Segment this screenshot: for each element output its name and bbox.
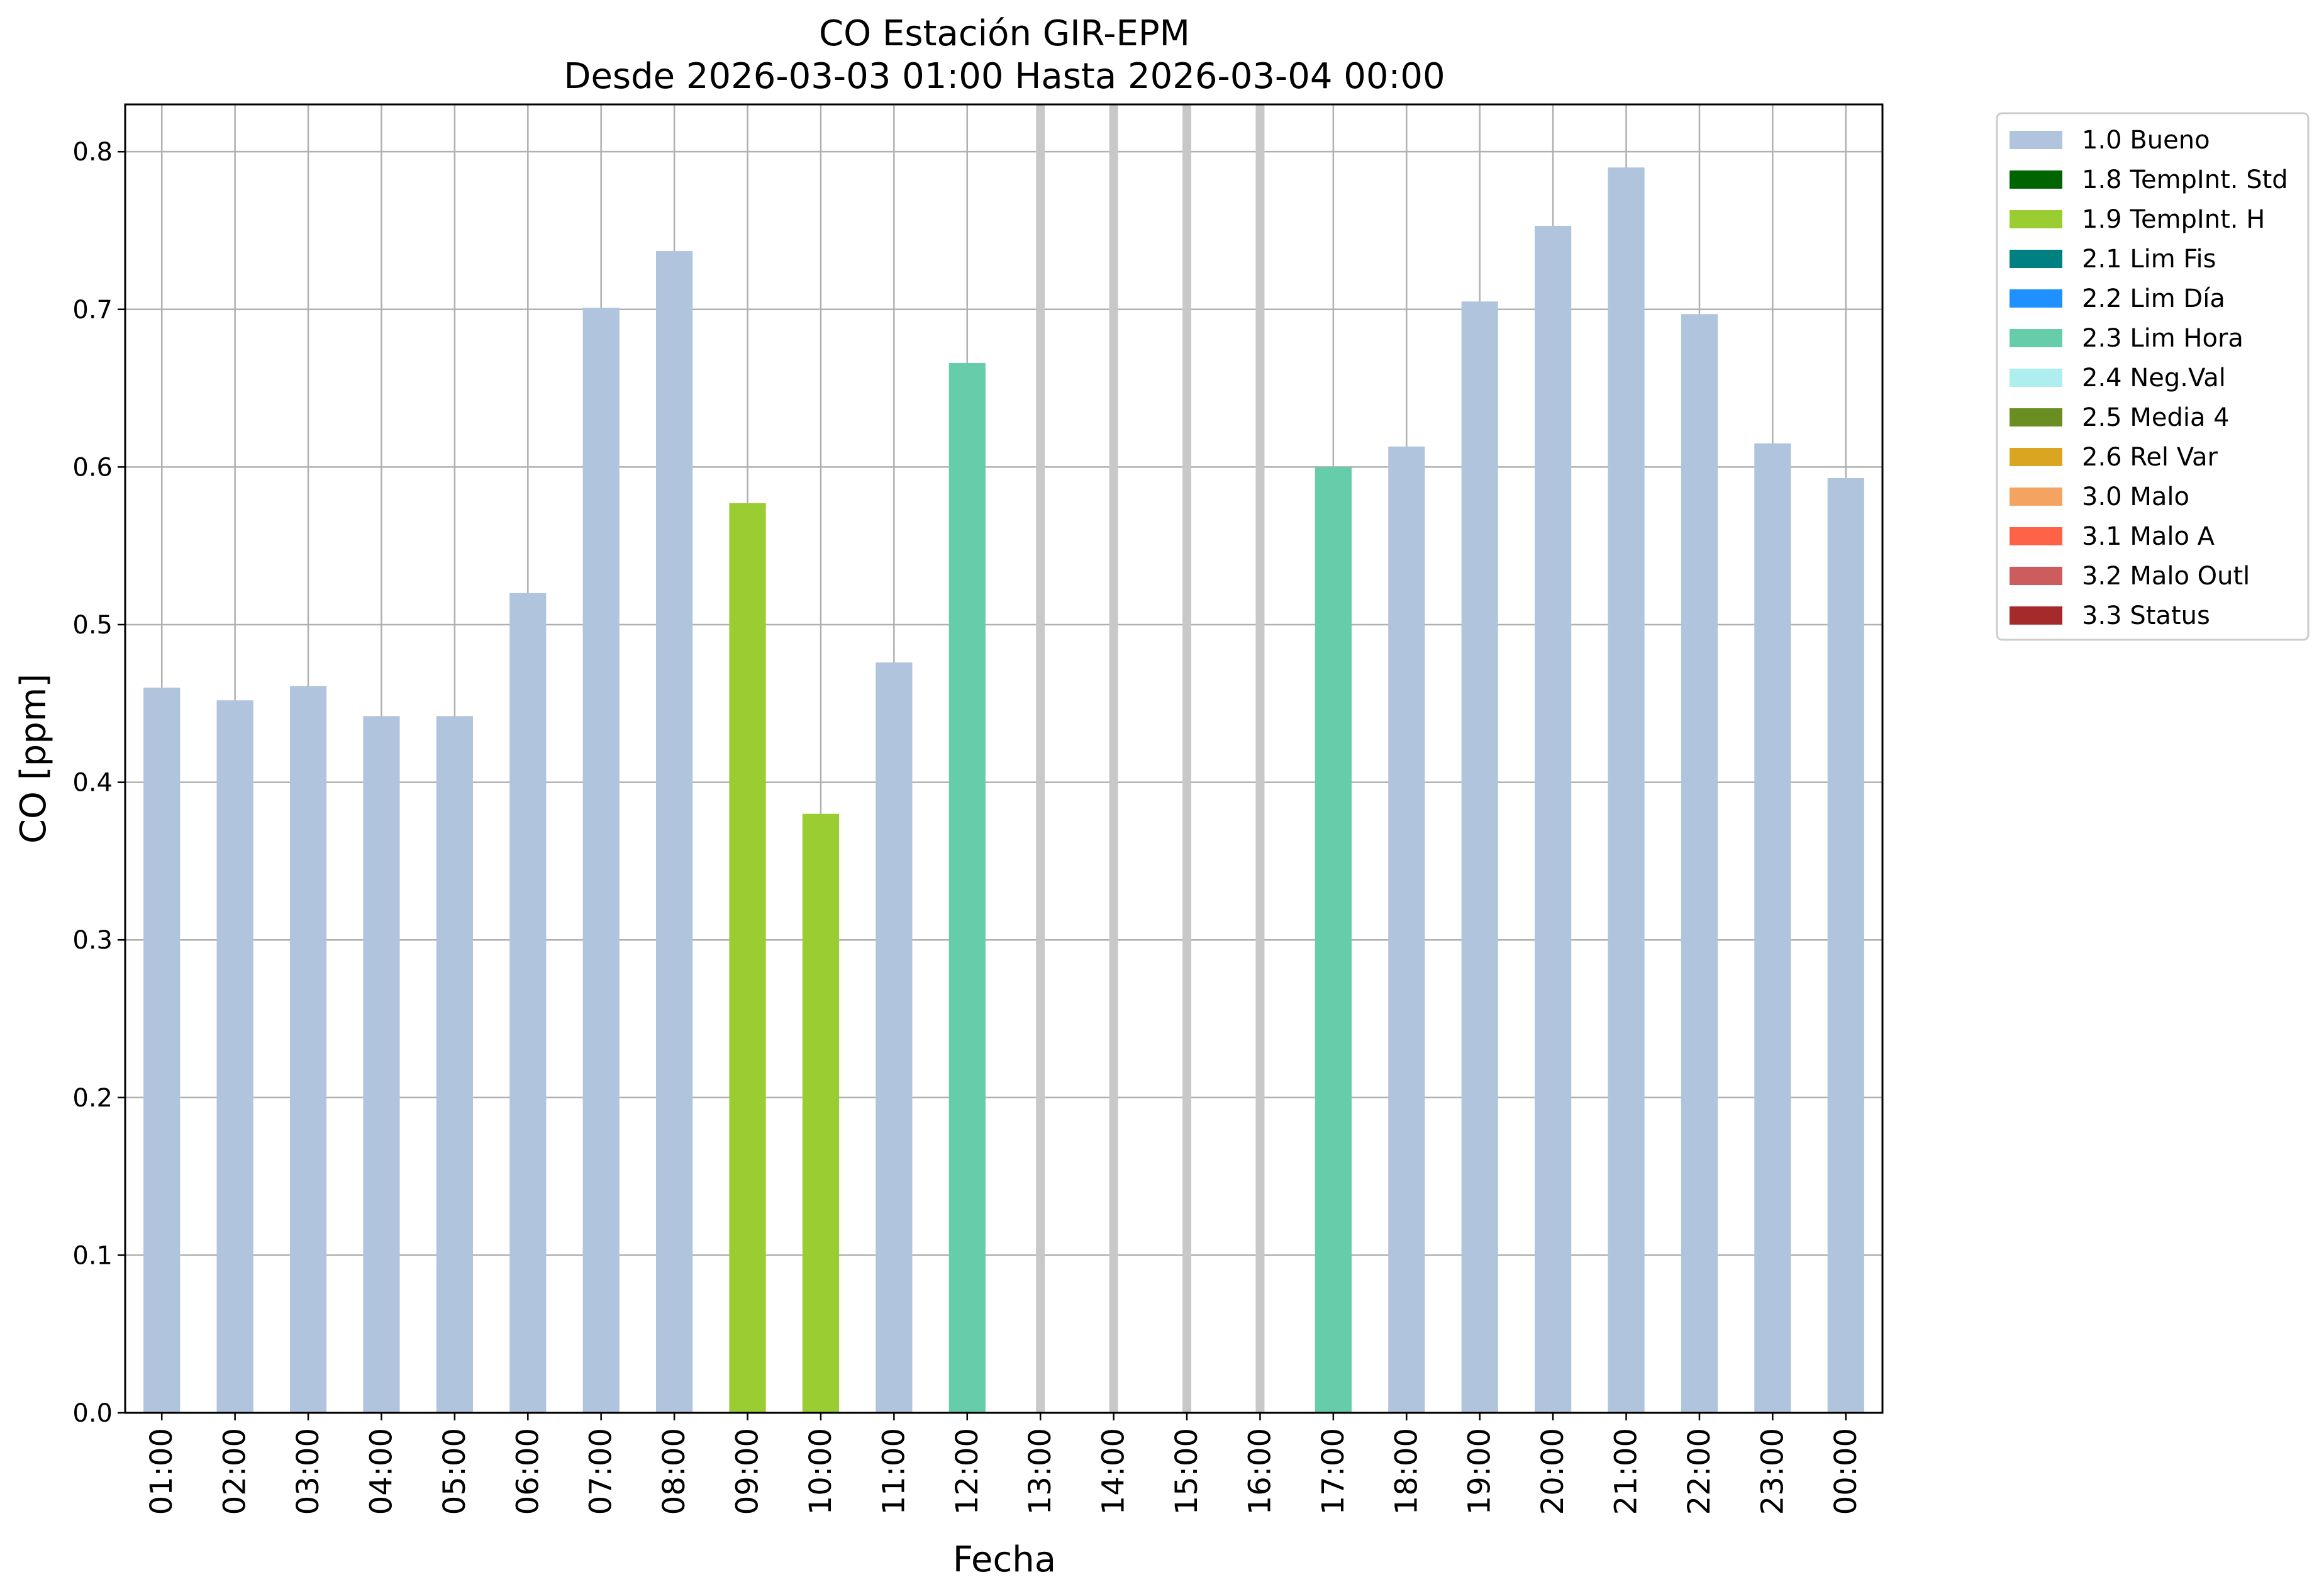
legend-swatch [2010, 250, 2062, 268]
legend-label: 3.0 Malo [2082, 482, 2189, 511]
x-tick-label: 18:00 [1389, 1428, 1424, 1515]
x-tick-label: 15:00 [1169, 1428, 1204, 1515]
bar-0300 [289, 686, 327, 1413]
y-tick-label: 0.1 [72, 1241, 113, 1270]
y-tick-label: 0.4 [72, 769, 113, 798]
missing-data-marker [1255, 104, 1265, 1413]
legend-label: 2.6 Rel Var [2082, 443, 2218, 472]
x-tick-label: 21:00 [1609, 1428, 1644, 1515]
x-tick-label: 05:00 [437, 1428, 472, 1515]
bar-1000 [802, 813, 840, 1413]
legend-label: 2.4 Neg.Val [2082, 364, 2226, 393]
x-tick-label: 04:00 [364, 1428, 399, 1515]
bar-2000 [1535, 225, 1572, 1413]
x-tick-label: 14:00 [1096, 1428, 1131, 1515]
x-tick-label: 03:00 [291, 1428, 326, 1515]
x-tick-label: 19:00 [1462, 1428, 1498, 1515]
bar-0800 [656, 251, 693, 1413]
bar-0900 [729, 503, 766, 1413]
bar-2200 [1681, 314, 1718, 1413]
x-tick-label: 22:00 [1682, 1428, 1717, 1515]
bar-0000 [1827, 477, 1864, 1413]
x-tick-label: 23:00 [1755, 1428, 1790, 1515]
legend-swatch [2010, 289, 2062, 308]
chart-title: CO Estación GIR-EPM [819, 13, 1190, 54]
y-axis-label: CO [ppm] [13, 674, 54, 844]
missing-data-marker [1036, 104, 1045, 1413]
y-tick-label: 0.6 [72, 453, 113, 482]
x-tick-label: 17:00 [1316, 1428, 1351, 1515]
bar-0700 [582, 308, 620, 1413]
legend-swatch [2010, 329, 2062, 347]
x-axis-ticks: 01:00 02:00 03:00 04:00 05:00 06:00 07:00 08:00… [144, 1413, 1864, 1515]
legend-label: 2.1 Lim Fis [2082, 245, 2216, 274]
legend-swatch [2010, 369, 2062, 387]
x-axis-label: Fecha [953, 1539, 1056, 1580]
legend-label: 1.9 TempInt. H [2082, 205, 2265, 234]
bars [143, 167, 1864, 1413]
legend-label: 3.2 Malo Outl [2082, 562, 2250, 591]
x-tick-label: 20:00 [1535, 1428, 1571, 1515]
x-tick-label: 02:00 [218, 1428, 253, 1515]
legend-label: 3.3 Status [2082, 601, 2210, 630]
y-axis-ticks: 0.0 0.1 0.2 0.3 0.4 0.5 0.6 0.7 0.8 [72, 138, 125, 1428]
bar-1800 [1388, 446, 1425, 1413]
x-tick-label: 11:00 [876, 1428, 911, 1515]
y-tick-label: 0.3 [72, 926, 113, 955]
x-tick-label: 00:00 [1828, 1428, 1864, 1515]
x-tick-label: 13:00 [1023, 1428, 1058, 1515]
x-tick-label: 01:00 [144, 1428, 179, 1515]
legend-label: 2.3 Lim Hora [2082, 324, 2243, 353]
chart-subtitle: Desde 2026-03-03 01:00 Hasta 2026-03-04 … [564, 56, 1445, 97]
missing-data-marker [1109, 104, 1118, 1413]
y-tick-label: 0.5 [72, 611, 113, 640]
bar-1700 [1315, 467, 1352, 1413]
x-tick-label: 06:00 [510, 1428, 545, 1515]
bar-0500 [436, 716, 473, 1413]
x-tick-label: 09:00 [730, 1428, 765, 1515]
legend-label: 3.1 Malo A [2082, 522, 2215, 551]
bar-2100 [1608, 167, 1645, 1413]
x-tick-label: 10:00 [803, 1428, 838, 1515]
y-tick-label: 0.2 [72, 1084, 113, 1113]
legend-label: 2.2 Lim Día [2082, 284, 2225, 313]
bar-1100 [876, 662, 913, 1413]
missing-data-marker [1182, 104, 1192, 1413]
legend: 1.0 Bueno 1.8 TempInt. Std 1.9 TempInt. H 2… [1996, 112, 2310, 641]
missing-data-markers [1036, 104, 1265, 1413]
bar-0400 [363, 716, 400, 1413]
bar-0200 [216, 700, 253, 1413]
plot-frame [124, 103, 1884, 1414]
x-tick-label: 16:00 [1242, 1428, 1277, 1515]
x-tick-label: 08:00 [657, 1428, 692, 1515]
legend-swatch [2010, 448, 2062, 466]
legend-swatch [2010, 488, 2062, 506]
x-tick-label: 12:00 [950, 1428, 985, 1515]
bar-2300 [1754, 443, 1791, 1413]
y-tick-label: 0.7 [72, 296, 113, 325]
legend-swatch [2010, 527, 2062, 545]
x-tick-label: 07:00 [584, 1428, 619, 1515]
legend-box [1996, 112, 2310, 641]
y-tick-label: 0.8 [72, 138, 113, 167]
legend-swatch [2010, 606, 2062, 625]
legend-swatch [2010, 210, 2062, 228]
legend-swatch [2010, 408, 2062, 426]
legend-label: 1.0 Bueno [2082, 126, 2210, 155]
legend-swatch [2010, 131, 2062, 149]
legend-label: 1.8 TempInt. Std [2082, 165, 2288, 194]
y-tick-label: 0.0 [72, 1399, 113, 1428]
legend-swatch [2010, 567, 2062, 585]
legend-label: 2.5 Media 4 [2082, 403, 2230, 432]
bar-1200 [948, 362, 986, 1413]
bar-0600 [509, 593, 547, 1413]
legend-swatch [2010, 170, 2062, 189]
bar-0100 [143, 688, 181, 1413]
bar-1900 [1461, 301, 1498, 1413]
